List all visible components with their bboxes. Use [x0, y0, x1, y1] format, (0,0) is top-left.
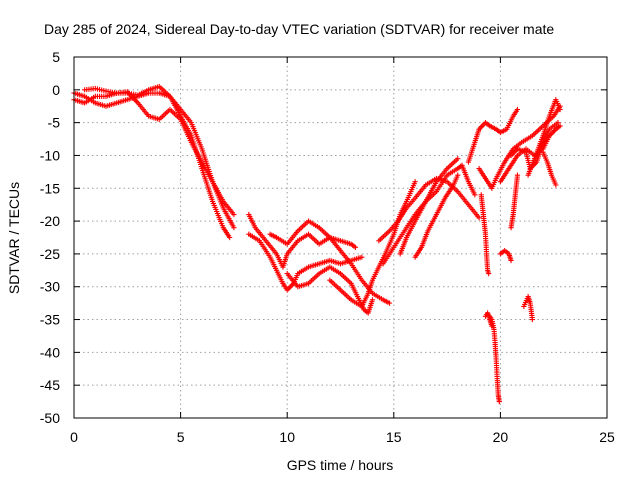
series-arc-6	[267, 218, 393, 306]
series-arc-9	[380, 162, 478, 267]
x-tick-label: 25	[599, 429, 615, 445]
series-arc-21	[478, 192, 492, 277]
series-arc-16	[508, 120, 561, 172]
data-point	[231, 225, 237, 231]
data-point	[412, 179, 418, 185]
chart-title: Day 285 of 2024, Sidereal Day-to-day VTE…	[44, 21, 554, 37]
series-arc-11	[397, 156, 461, 257]
data-point	[529, 316, 535, 323]
series-arc-8	[327, 179, 418, 310]
data-point	[352, 244, 359, 250]
axis-ticks: 0 5 10 15 20 25 5 0 -5 -10 -15 -20 -25 -30 -35 -40 -45 -5…	[40, 49, 615, 445]
y-tick-label: -10	[40, 147, 60, 163]
y-tick-label: -30	[40, 279, 60, 295]
series-arc-12	[412, 172, 461, 260]
series-arc-17	[525, 97, 563, 178]
data-point	[476, 215, 482, 221]
data-point	[455, 172, 461, 178]
data-point	[231, 211, 237, 218]
data-point	[486, 271, 492, 277]
series-arc-20	[482, 310, 495, 329]
data-point	[508, 257, 514, 264]
data-point	[553, 182, 559, 188]
series-arc-23	[508, 172, 521, 231]
series-arc-10	[376, 175, 482, 244]
x-tick-label: 5	[177, 429, 185, 445]
y-tick-label: -50	[40, 410, 60, 426]
y-axis-label: SDTVAR / TECUs	[6, 182, 22, 294]
data-point	[227, 234, 233, 241]
series-arc-3	[82, 85, 237, 218]
data-point	[514, 106, 521, 113]
data-point	[557, 123, 563, 129]
y-tick-label: -45	[40, 377, 60, 393]
data-point	[455, 156, 461, 162]
data-point	[496, 398, 502, 405]
x-tick-label: 10	[279, 429, 295, 445]
grid	[74, 57, 607, 418]
series-arc-13	[476, 103, 563, 191]
y-tick-label: -15	[40, 180, 60, 196]
series-arc-4	[246, 211, 359, 270]
series-arc-24	[521, 293, 535, 323]
data-points	[71, 83, 563, 405]
x-axis-label: GPS time / hours	[287, 457, 394, 473]
y-tick-label: 5	[52, 49, 60, 65]
x-tick-label: 20	[493, 429, 509, 445]
x-tick-label: 0	[70, 429, 78, 445]
series-arc-2	[71, 83, 233, 241]
x-tick-label: 15	[386, 429, 402, 445]
y-tick-label: -35	[40, 312, 60, 328]
series-arc-18	[540, 149, 559, 188]
y-tick-label: -25	[40, 246, 60, 262]
y-tick-label: -20	[40, 213, 60, 229]
data-point	[472, 192, 478, 198]
series-arc-1	[71, 90, 237, 231]
series-arc-15	[497, 123, 563, 185]
series-arc-22	[497, 248, 514, 264]
plot-frame	[73, 56, 608, 419]
data-point	[514, 172, 521, 178]
data-point	[489, 323, 495, 329]
data-point	[555, 120, 561, 126]
y-tick-label: 0	[52, 82, 60, 98]
series-arc-14	[465, 106, 521, 165]
series-arc-5	[246, 231, 365, 293]
data-point	[369, 297, 376, 303]
series-arc-19	[487, 313, 502, 405]
y-tick-label: -40	[40, 344, 60, 360]
data-point	[557, 106, 563, 113]
data-point	[359, 254, 365, 260]
y-tick-label: -5	[48, 115, 61, 131]
data-point	[386, 300, 393, 306]
